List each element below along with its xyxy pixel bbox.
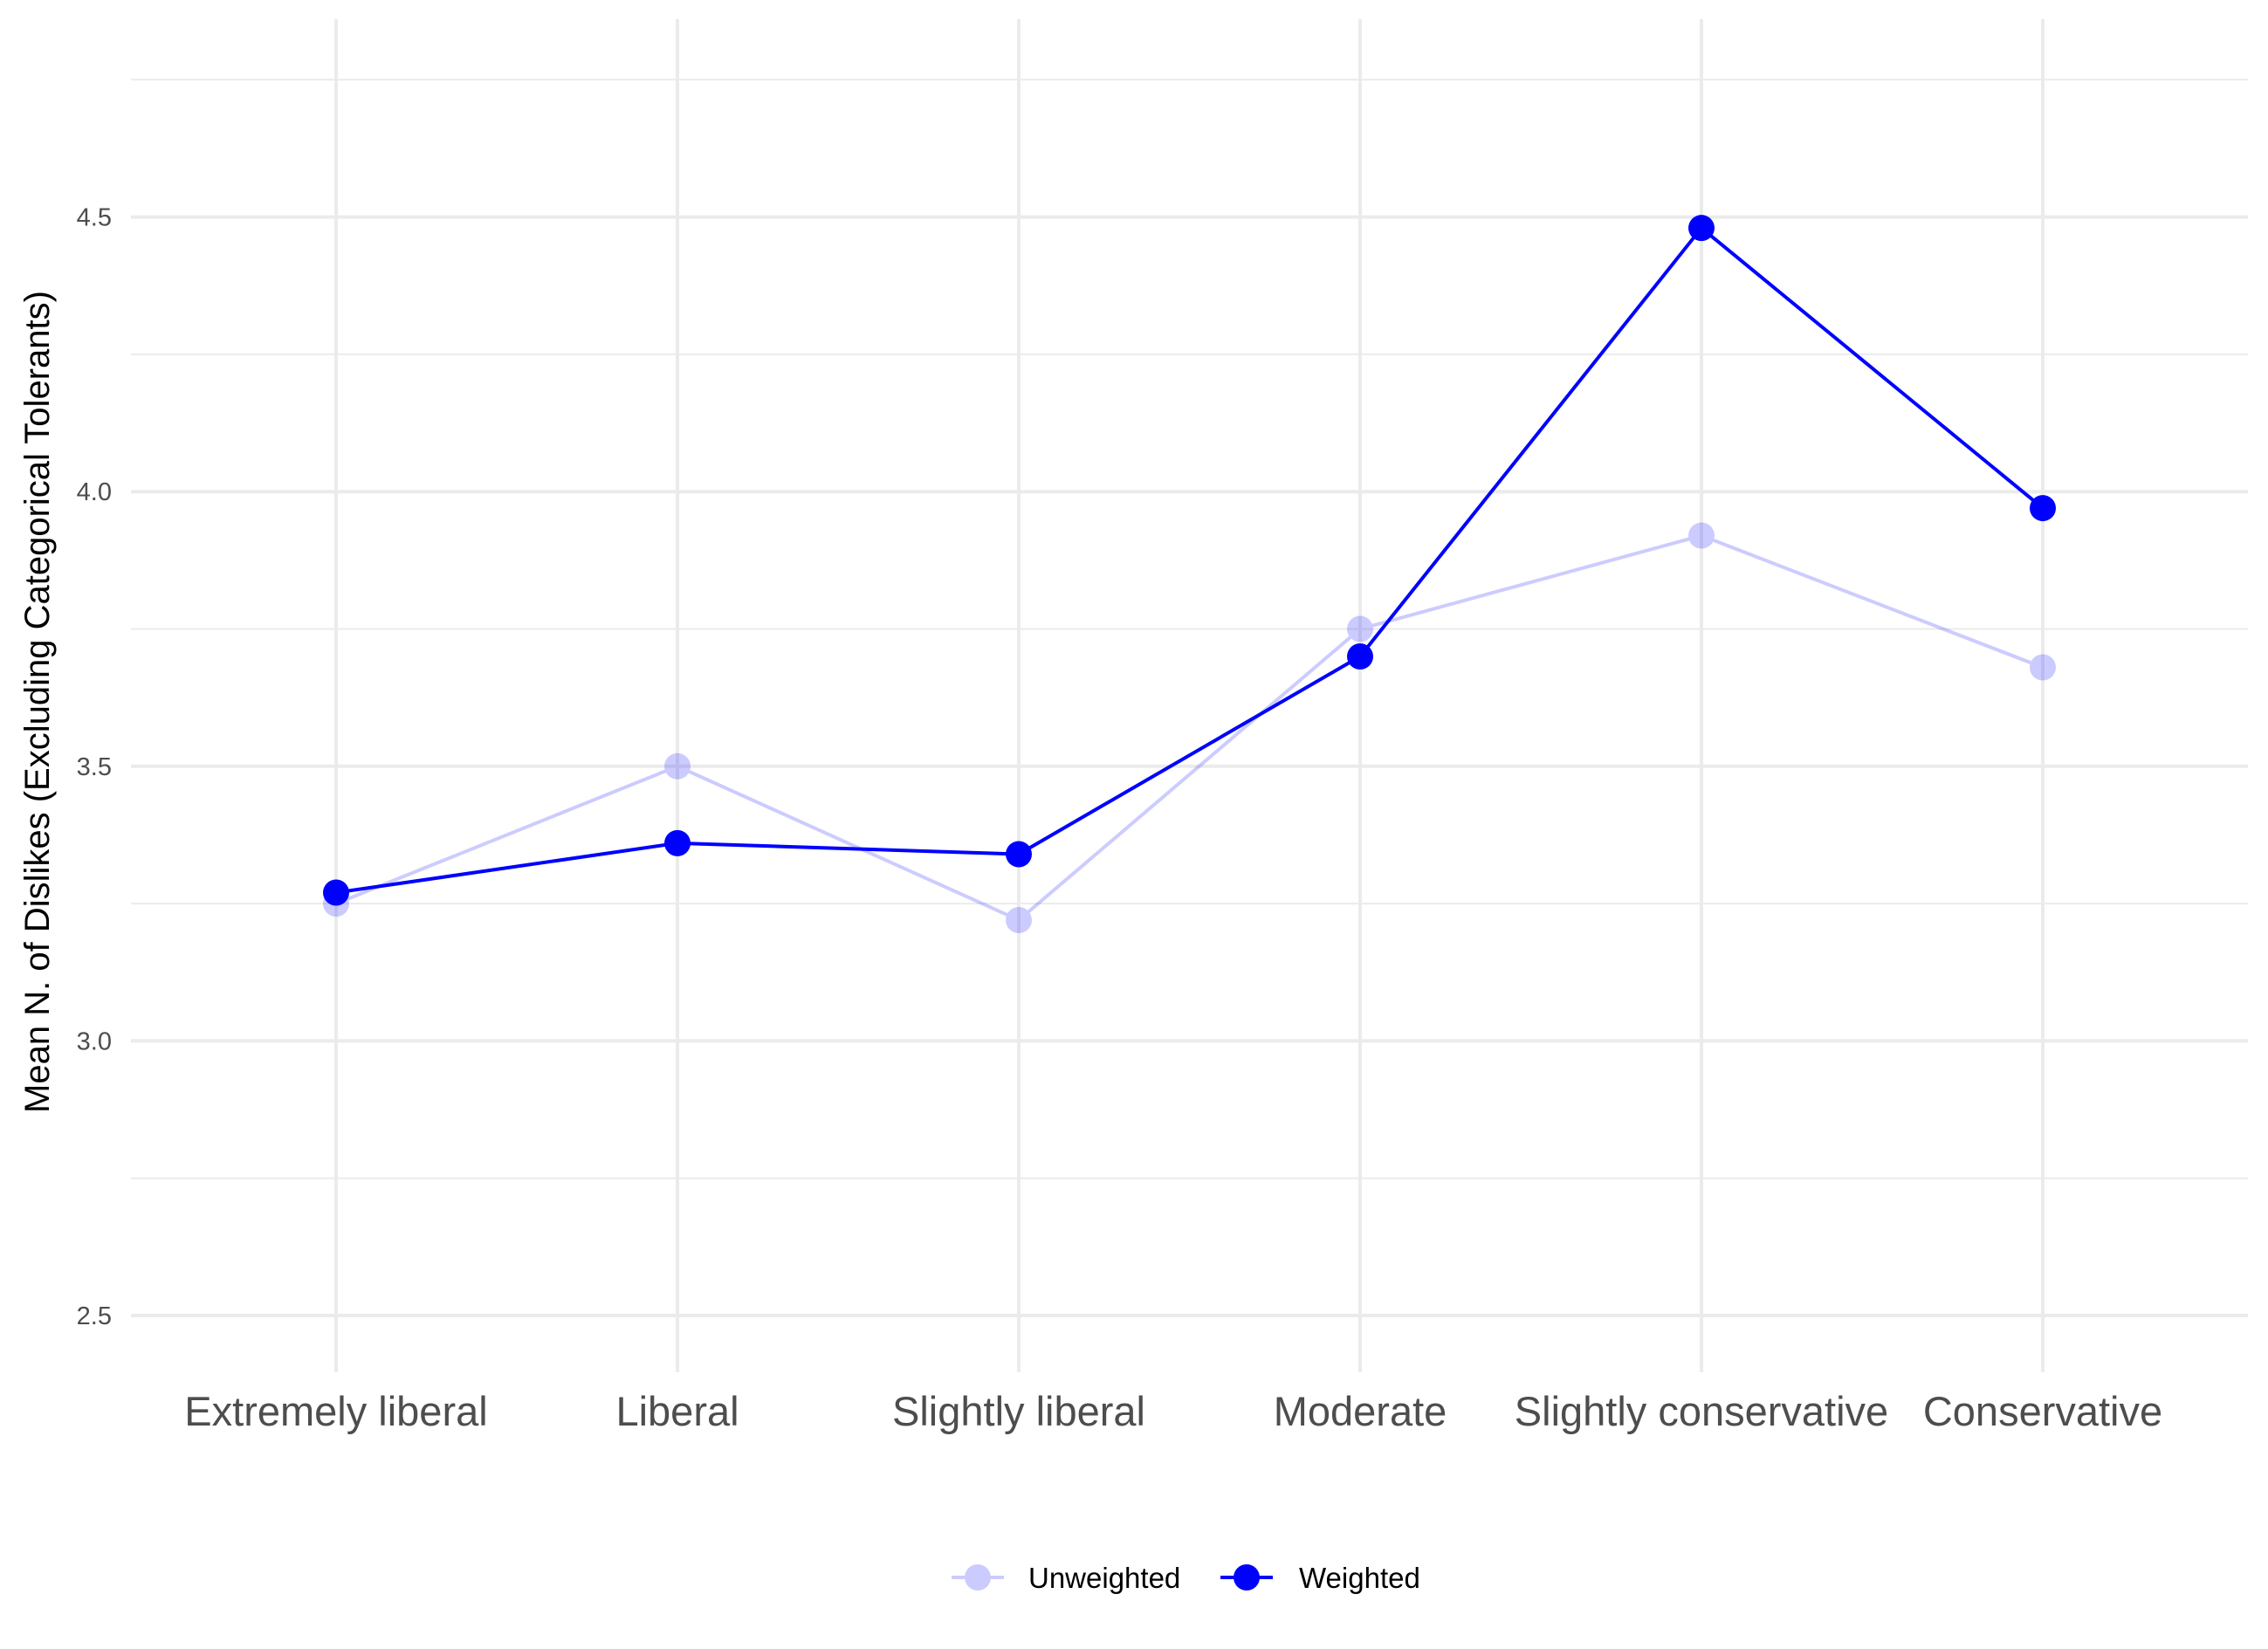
y-tick-label: 3.0 [77,1027,112,1055]
legend-label: Unweighted [1028,1562,1180,1594]
y-axis-title: Mean N. of Dislikes (Excluding Categoric… [18,291,57,1113]
x-axis-tick-labels: Extremely liberal Liberal Slightly liberal… [184,1388,2162,1434]
unweighted-point [1347,615,1373,642]
y-tick-label: 3.5 [77,753,112,781]
weighted-point [1688,215,1715,242]
legend-key-unweighted [952,1564,1004,1591]
minor-gridlines [131,79,2248,1179]
unweighted-line [335,533,2044,922]
y-axis-tick-labels: 2.5 3.0 3.5 4.0 4.5 [77,204,112,1330]
legend-item-unweighted: Unweighted [952,1562,1180,1594]
weighted-point [664,829,691,856]
y-tick-label: 4.0 [77,478,112,506]
legend-item-weighted: Weighted [1220,1562,1420,1594]
x-tick-label: Moderate [1274,1388,1447,1434]
x-tick-label: Slightly liberal [892,1388,1145,1434]
weighted-line [335,226,2045,895]
weighted-point [1006,841,1032,868]
legend: Unweighted Weighted [952,1562,1420,1594]
y-tick-label: 2.5 [77,1302,112,1330]
unweighted-point [664,752,691,780]
legend-label: Weighted [1299,1562,1420,1594]
unweighted-point [1006,906,1032,933]
legend-key-point [965,1564,991,1591]
weighted-point [323,879,349,906]
x-tick-label: Liberal [615,1388,739,1434]
unweighted-point [2030,654,2056,681]
x-tick-label: Conservative [1923,1388,2162,1434]
legend-key-point [1234,1564,1260,1591]
series-layer [323,215,2056,933]
weighted-series [323,215,2056,906]
x-tick-label: Extremely liberal [184,1388,487,1434]
unweighted-point [1688,522,1715,549]
major-gridlines [131,19,2248,1372]
x-tick-label: Slightly conservative [1515,1388,1888,1434]
y-tick-label: 4.5 [77,204,112,232]
legend-key-weighted [1220,1564,1273,1591]
weighted-point [1347,642,1373,670]
unweighted-series [323,522,2056,933]
weighted-point [2030,495,2056,522]
